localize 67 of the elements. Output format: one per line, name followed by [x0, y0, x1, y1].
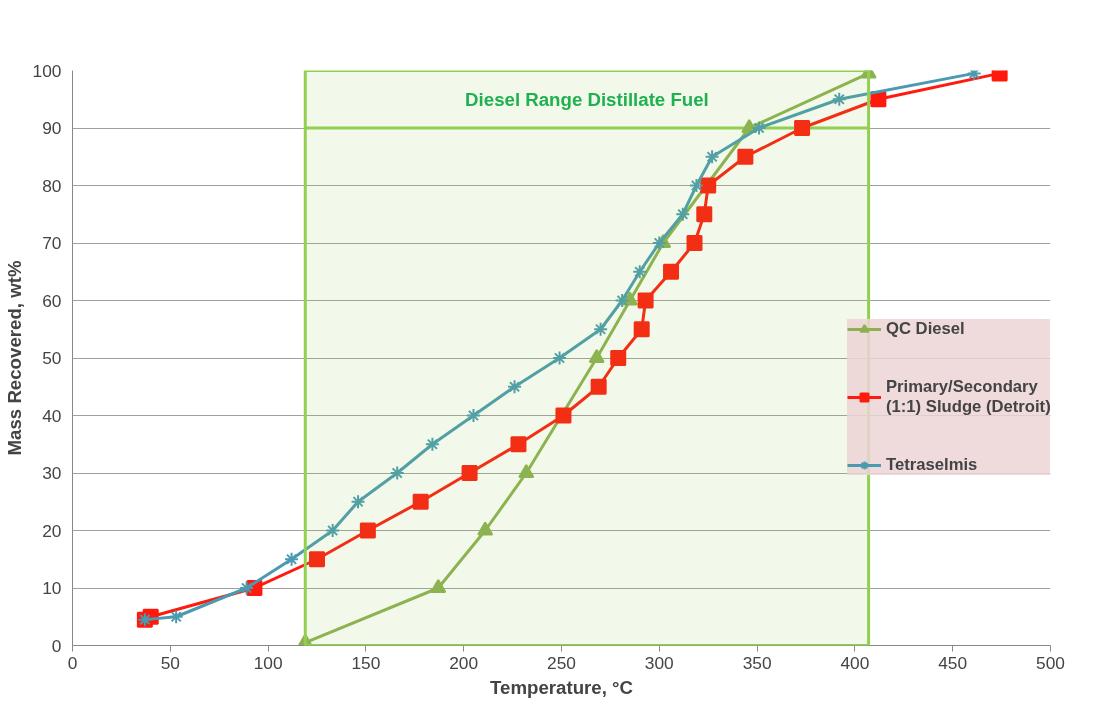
- point: [518, 463, 535, 479]
- point: [637, 292, 654, 309]
- point: [325, 523, 341, 538]
- y-tick-label: 40: [42, 405, 62, 426]
- y-axis-title: Mass Recovered, wt%: [3, 260, 25, 456]
- x-tick-label: 500: [1036, 652, 1065, 673]
- y-tick-label: 70: [42, 233, 62, 253]
- legend-label: Primary/Secondary (1:1) Sludge (Detroit): [886, 377, 1051, 417]
- x-tick-label: 400: [840, 652, 870, 673]
- point: [593, 321, 609, 337]
- point: [389, 465, 405, 481]
- x-tick-label: 50: [160, 652, 180, 673]
- point: [461, 465, 478, 481]
- point: [359, 522, 376, 539]
- x-tick-label: 250: [547, 652, 576, 673]
- point: [309, 551, 325, 568]
- x-axis-title: Temperature, °C: [490, 676, 633, 698]
- point: [704, 149, 720, 165]
- point: [430, 578, 447, 594]
- point: [700, 177, 717, 194]
- point: [633, 321, 650, 338]
- band-label: Diesel Range Distillate Fuel: [465, 88, 709, 110]
- point: [632, 264, 648, 280]
- point: [477, 521, 494, 536]
- point: [675, 206, 691, 222]
- point: [507, 379, 523, 395]
- x-tick-label: 0: [67, 652, 78, 673]
- x-tick-label: 100: [253, 652, 283, 673]
- y-tick-label: 50: [42, 348, 62, 368]
- y-tick-label: 100: [32, 60, 62, 81]
- point: [239, 580, 255, 596]
- x-tick-label: 200: [449, 652, 479, 673]
- point: [284, 551, 300, 567]
- point: [751, 120, 767, 136]
- point: [465, 408, 481, 423]
- point: [555, 407, 572, 424]
- point: [610, 350, 627, 366]
- point: [663, 263, 680, 280]
- point: [424, 436, 440, 452]
- point: [794, 120, 811, 136]
- point: [350, 494, 366, 510]
- point: [651, 235, 667, 251]
- point: [614, 293, 630, 308]
- y-tick-label: 0: [51, 635, 62, 656]
- x-tick-label: 350: [742, 652, 772, 673]
- point: [737, 148, 754, 165]
- y-tick-label: 30: [42, 463, 62, 483]
- point: [590, 378, 607, 395]
- legend-label: QC Diesel: [886, 319, 965, 339]
- point: [831, 91, 847, 107]
- y-tick-label: 10: [42, 578, 62, 598]
- point: [412, 493, 429, 510]
- y-tick-label: 60: [42, 290, 62, 311]
- y-tick-label: 20: [42, 520, 62, 541]
- x-tick-label: 450: [938, 652, 968, 673]
- point: [510, 436, 527, 453]
- x-tick-label: 150: [351, 652, 381, 673]
- point: [688, 178, 704, 193]
- point: [552, 350, 568, 366]
- point: [686, 235, 703, 251]
- x-tick-label: 300: [644, 652, 674, 673]
- y-tick-label: 80: [42, 175, 62, 196]
- y-tick-label: 90: [42, 118, 62, 138]
- point: [696, 206, 713, 223]
- legend-label: Tetraselmis: [886, 455, 978, 475]
- point: [588, 348, 605, 364]
- point: [168, 609, 184, 625]
